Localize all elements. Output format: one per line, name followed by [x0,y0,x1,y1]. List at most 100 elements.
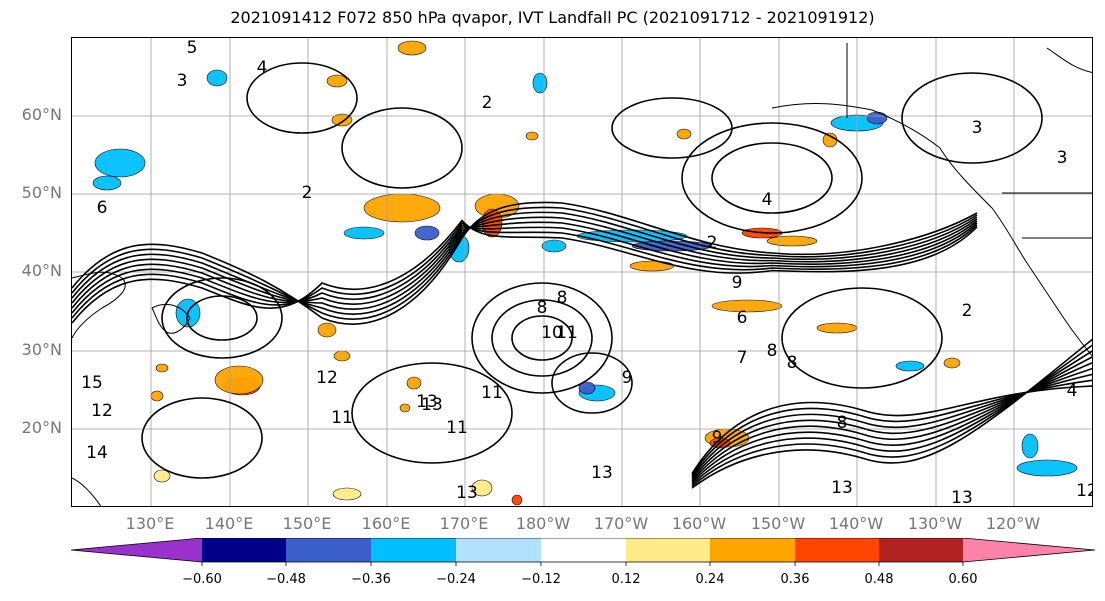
shading-patch [532,72,548,94]
colorbar-tick-label: −0.24 [436,572,476,587]
contour-line [72,222,978,314]
shading-patch [343,226,385,240]
contour-label: 13 [421,395,443,415]
contour-label: 2 [302,183,313,203]
colorbar-segment [879,538,963,562]
contour-label: 3 [177,71,188,91]
shading-patch [150,390,164,402]
contour-line [711,142,833,214]
lon-label: 150°W [750,514,806,533]
lon-label: 130°E [125,514,175,533]
shading-patch [332,487,362,501]
ivt-contours [72,62,1092,489]
shading-patch [1021,433,1039,459]
shading-patch [153,469,171,483]
contour-line [681,122,863,234]
coastline [771,103,1092,357]
contour-line [72,219,978,324]
shading-patch [414,225,440,241]
shading-patch [766,235,818,247]
colorbar-segment [286,538,371,562]
shading-patch [331,113,353,127]
contour-line [72,201,978,325]
colorbar-segment [202,538,286,562]
contour-line [511,315,573,361]
coastline [1046,47,1092,73]
shading-patch [481,208,503,238]
contour-label: 6 [737,308,748,328]
contour-label: 8 [767,341,778,361]
contour-line [691,373,1092,478]
contour-label: 13 [416,392,438,412]
contour-label: 13 [591,463,613,483]
contour-label: 13 [831,478,853,498]
contour-line [901,72,1043,164]
lat-label: 30°N [21,340,62,359]
colorbar-segment [541,538,626,562]
colorbar-segment [371,538,456,562]
colorbar-segment [963,538,1095,562]
lon-label: 140°E [204,514,254,533]
shading-patch [895,360,925,372]
colorbar-graphic [70,537,1096,566]
shading-patch [471,479,493,497]
contour-label: 11 [481,383,503,403]
contour-label: 4 [1067,381,1078,401]
colorbar [60,537,1105,568]
contour-line [351,362,513,464]
contour-label: 11 [446,418,468,438]
contour-label: 9 [732,273,743,293]
contour-line [691,350,1092,485]
shading-patch [711,299,783,313]
contour-label: 2 [962,301,973,321]
contour-label: 11 [556,323,578,343]
contour-line [471,282,613,394]
contour-label: 6 [97,198,108,218]
contour-label: 13 [951,488,973,507]
contour-label: 11 [331,408,353,428]
contour-label: 12 [1076,481,1093,501]
contour-line [72,211,978,315]
lat-label: 20°N [21,418,62,437]
colorbar-segment [456,538,541,562]
shading-patch [214,365,264,395]
contour-line [691,344,1092,487]
map-panel: 5 3 4 2 3 3 6 2 4 2 8 8 9 9 6 12 12 13 11 13 11 13 13 13 13 11 10 7… [71,37,1093,507]
contour-line [551,352,633,414]
contour-line [72,216,978,310]
contour-label: 9 [712,428,723,448]
contour-line [781,287,943,389]
shading-patch [326,74,348,88]
colorbar-segment [626,538,710,562]
moisture-shading [92,40,1078,506]
contour-line [72,220,978,309]
contour-label: 4 [257,58,268,78]
contour-label: 2 [707,233,718,253]
contour-line [491,299,593,377]
shading-patch [155,363,169,373]
contour-line [72,221,978,319]
contour-label: 8 [787,353,798,373]
contour-label: 8 [537,298,548,318]
contour-label: 8 [557,288,568,308]
contour-label: 4 [762,190,773,210]
colorbar-segment [710,538,795,562]
coastline [72,477,102,506]
contour-line [691,338,1092,489]
contour-label: 5 [187,38,198,58]
contour-line [72,206,978,320]
lon-label: 140°W [828,514,884,533]
contour-line [691,385,1092,475]
shading-patch [206,69,228,87]
lon-label: 180°W [515,514,571,533]
colorbar-tick-label: 0.48 [864,572,894,587]
contour-line [141,397,263,479]
figure-title: 2021091412 F072 850 hPa qvapor, IVT Land… [230,8,875,27]
lon-label: 130°W [907,514,963,533]
coastlines [72,43,1092,506]
contour-label: 3 [972,118,983,138]
shading-patch [94,148,146,178]
shading-patch [317,322,337,338]
